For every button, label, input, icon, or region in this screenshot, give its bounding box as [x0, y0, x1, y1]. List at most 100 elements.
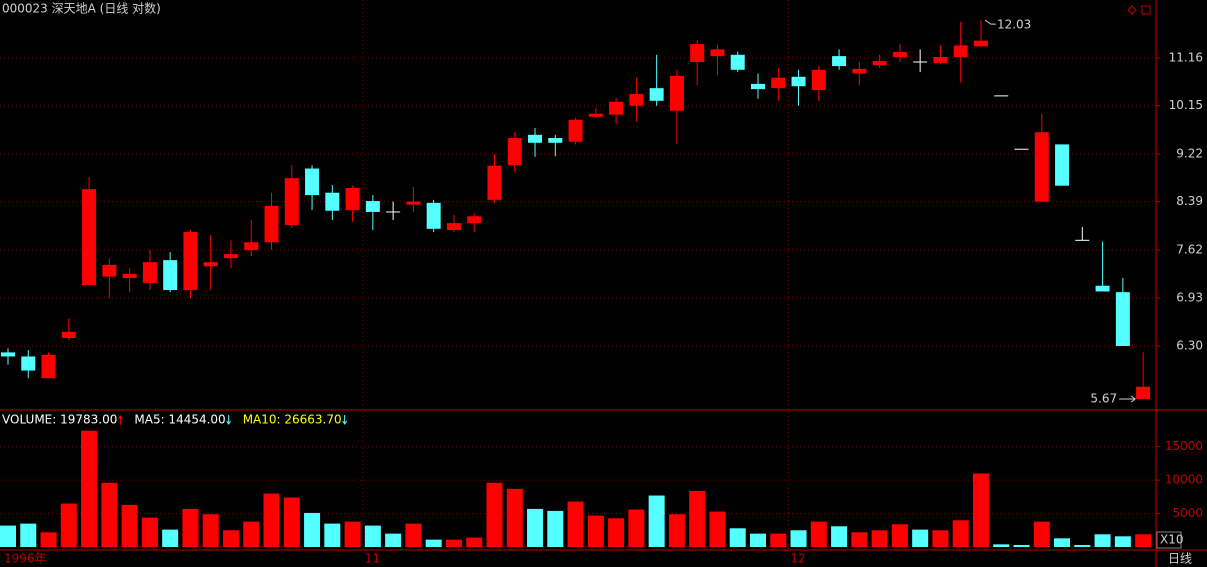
candle-body — [264, 205, 279, 243]
candle-body — [1, 352, 15, 357]
volume-bar — [263, 493, 280, 547]
candle-body — [690, 44, 705, 63]
volume-bar — [182, 508, 199, 547]
candle-body — [852, 68, 867, 74]
volume-bar — [506, 488, 523, 547]
volume-bar — [648, 495, 665, 547]
volume-bar — [162, 529, 179, 547]
candle-body — [953, 45, 968, 58]
candle-body — [811, 69, 826, 91]
candle-body — [548, 137, 563, 143]
legend-arrow — [117, 415, 123, 425]
volume-bar — [770, 533, 787, 547]
window-icon[interactable] — [1127, 5, 1137, 15]
candle-body — [446, 223, 461, 231]
volume-bar — [527, 508, 544, 547]
volume-bar — [466, 537, 483, 547]
volume-bar — [547, 510, 564, 547]
volume-bar — [932, 530, 949, 547]
candle-body — [365, 201, 380, 212]
volume-bar — [1033, 521, 1050, 547]
window-icon[interactable] — [1141, 5, 1151, 15]
volume-bar — [40, 532, 57, 547]
candle-body — [568, 119, 583, 142]
volume-bar — [425, 539, 442, 547]
annotation: 12.03 — [997, 18, 1031, 32]
y-tick-label: 7.62 — [1176, 243, 1203, 257]
volume-bar — [912, 529, 929, 547]
volume-bar — [587, 515, 604, 547]
x-tick-label: 12 — [791, 552, 806, 566]
y-tick-label: 11.16 — [1169, 50, 1203, 64]
volume-bar — [831, 526, 848, 547]
volume-bar — [729, 528, 746, 547]
volume-bar — [324, 523, 341, 547]
volume-bar — [304, 512, 321, 547]
x-tick-label: 1996年 — [4, 552, 47, 566]
candle-body — [933, 57, 948, 63]
candle-body — [892, 52, 907, 58]
candle-body — [872, 61, 887, 66]
unit-label: X10 — [1160, 533, 1184, 547]
period-label[interactable]: 日线 — [1168, 552, 1192, 566]
volume-bar — [810, 521, 827, 547]
candle-body — [771, 77, 786, 89]
volume-bar — [0, 525, 16, 547]
volume-bar — [364, 525, 381, 547]
x-tick-label: 11 — [365, 552, 380, 566]
volume-bar — [60, 503, 77, 547]
candle-body — [82, 189, 97, 286]
candle-body — [750, 83, 765, 90]
candle-body — [973, 40, 988, 47]
volume-bar — [405, 523, 422, 547]
annotation-arrow — [1119, 395, 1136, 403]
y-tick-label: 10000 — [1165, 473, 1203, 487]
volume-bar — [101, 482, 118, 547]
candle-body — [487, 165, 502, 200]
candle-body — [102, 264, 117, 277]
candle-body — [507, 137, 522, 166]
candle-body — [183, 231, 198, 291]
candle-body — [832, 56, 847, 67]
annotation-arrow — [984, 19, 996, 25]
volume-bar — [709, 511, 726, 547]
candle-body — [1055, 144, 1070, 186]
candle-body — [1115, 292, 1130, 346]
y-tick-label: 8.39 — [1176, 194, 1203, 208]
volume-bar — [1054, 538, 1071, 547]
volume-bar — [891, 524, 908, 547]
y-tick-label: 6.30 — [1176, 338, 1203, 352]
volume-bar — [608, 518, 625, 547]
candle-body — [669, 75, 684, 111]
legend-entry: VOLUME: 19783.00 — [2, 413, 117, 427]
candle-body — [649, 88, 664, 101]
legend-entry: MA5: 14454.00 — [134, 413, 225, 427]
candle-body — [710, 49, 725, 57]
candle-body — [325, 192, 340, 211]
candle-body — [609, 101, 624, 115]
candle-body — [588, 113, 603, 117]
unit-box — [1156, 531, 1182, 549]
y-tick-label: 5000 — [1172, 506, 1203, 520]
volume-bar — [1114, 536, 1131, 547]
volume-bar — [1094, 534, 1111, 547]
candle-body — [467, 216, 482, 224]
candle-body — [426, 202, 441, 229]
volume-bar — [952, 520, 969, 547]
candle-body — [528, 134, 543, 143]
chart-title: 000023 深天地A (日线 对数) — [2, 1, 161, 16]
volume-bar — [445, 539, 462, 547]
candle-body — [21, 356, 36, 371]
volume-bar — [749, 533, 766, 547]
volume-bar — [567, 501, 584, 547]
annotation: 5.67 — [1090, 392, 1117, 406]
volume-bar — [851, 532, 868, 547]
volume-bar — [790, 530, 807, 547]
candle-body — [1034, 132, 1049, 202]
candle-body — [203, 262, 218, 267]
volume-bar — [20, 523, 37, 547]
volume-bar — [486, 482, 503, 547]
volume-bar — [993, 544, 1010, 547]
legend-entry: MA10: 26663.70 — [243, 413, 342, 427]
